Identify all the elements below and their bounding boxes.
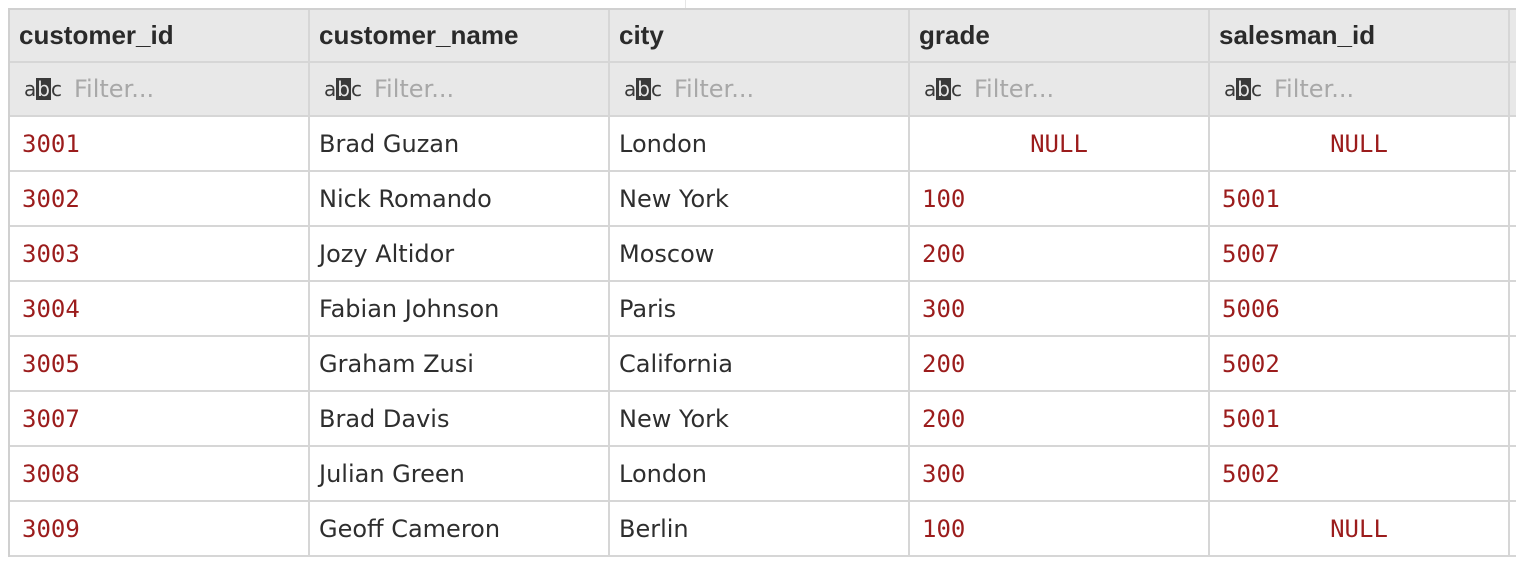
cell-customer-id[interactable]: 3001 [10, 117, 310, 172]
cell-customer-id[interactable]: 3002 [10, 172, 310, 227]
cell-grade[interactable]: 100 [910, 172, 1210, 227]
cell-overflow [1510, 172, 1516, 227]
cell-salesman-id[interactable]: 5006 [1210, 282, 1510, 337]
cell-overflow [1510, 282, 1516, 337]
cell-customer-name[interactable]: Jozy Altidor [310, 227, 610, 282]
filter-input-customer-name[interactable] [373, 75, 574, 103]
cell-customer-id[interactable]: 3005 [10, 337, 310, 392]
cell-customer-name[interactable]: Brad Guzan [310, 117, 610, 172]
cell-customer-name[interactable]: Fabian Johnson [310, 282, 610, 337]
column-header-overflow [1510, 10, 1516, 63]
cell-customer-name[interactable]: Brad Davis [310, 392, 610, 447]
cell-customer-id[interactable]: 3007 [10, 392, 310, 447]
column-header-customer-name[interactable]: customer_name [310, 10, 610, 63]
results-table: customer_id customer_name city grade sal… [8, 8, 1516, 557]
cell-overflow [1510, 392, 1516, 447]
top-bar-divider [685, 0, 686, 8]
cell-customer-name[interactable]: Geoff Cameron [310, 502, 610, 557]
cell-salesman-id[interactable]: 5007 [1210, 227, 1510, 282]
cell-grade[interactable]: 300 [910, 447, 1210, 502]
filter-input-grade[interactable] [973, 75, 1174, 103]
cell-salesman-id[interactable]: NULL [1210, 117, 1510, 172]
cell-salesman-id[interactable]: 5002 [1210, 447, 1510, 502]
cell-customer-id[interactable]: 3008 [10, 447, 310, 502]
cell-overflow [1510, 227, 1516, 282]
filter-cell-overflow [1510, 63, 1516, 117]
column-header-grade[interactable]: grade [910, 10, 1210, 63]
cell-customer-name[interactable]: Graham Zusi [310, 337, 610, 392]
cell-customer-id[interactable]: 3004 [10, 282, 310, 337]
column-header-salesman-id[interactable]: salesman_id [1210, 10, 1510, 63]
cell-salesman-id[interactable]: 5001 [1210, 392, 1510, 447]
cell-grade[interactable]: NULL [910, 117, 1210, 172]
cell-city[interactable]: Berlin [610, 502, 910, 557]
cell-city[interactable]: London [610, 447, 910, 502]
filter-input-salesman-id[interactable] [1273, 75, 1474, 103]
cell-city[interactable]: London [610, 117, 910, 172]
cell-overflow [1510, 337, 1516, 392]
cell-grade[interactable]: 200 [910, 337, 1210, 392]
top-bar [0, 0, 1516, 8]
cell-overflow [1510, 117, 1516, 172]
cell-grade[interactable]: 300 [910, 282, 1210, 337]
cell-salesman-id[interactable]: 5002 [1210, 337, 1510, 392]
cell-overflow [1510, 447, 1516, 502]
column-header-city[interactable]: city [610, 10, 910, 63]
cell-city[interactable]: California [610, 337, 910, 392]
cell-salesman-id[interactable]: 5001 [1210, 172, 1510, 227]
cell-customer-id[interactable]: 3009 [10, 502, 310, 557]
filter-input-city[interactable] [673, 75, 874, 103]
cell-grade[interactable]: 200 [910, 227, 1210, 282]
cell-city[interactable]: New York [610, 392, 910, 447]
column-header-customer-id[interactable]: customer_id [10, 10, 310, 63]
cell-grade[interactable]: 100 [910, 502, 1210, 557]
cell-customer-name[interactable]: Julian Green [310, 447, 610, 502]
cell-city[interactable]: Paris [610, 282, 910, 337]
cell-grade[interactable]: 200 [910, 392, 1210, 447]
cell-customer-id[interactable]: 3003 [10, 227, 310, 282]
filter-input-customer-id[interactable] [73, 75, 274, 103]
cell-customer-name[interactable]: Nick Romando [310, 172, 610, 227]
cell-city[interactable]: Moscow [610, 227, 910, 282]
cell-overflow [1510, 502, 1516, 557]
cell-city[interactable]: New York [610, 172, 910, 227]
cell-salesman-id[interactable]: NULL [1210, 502, 1510, 557]
